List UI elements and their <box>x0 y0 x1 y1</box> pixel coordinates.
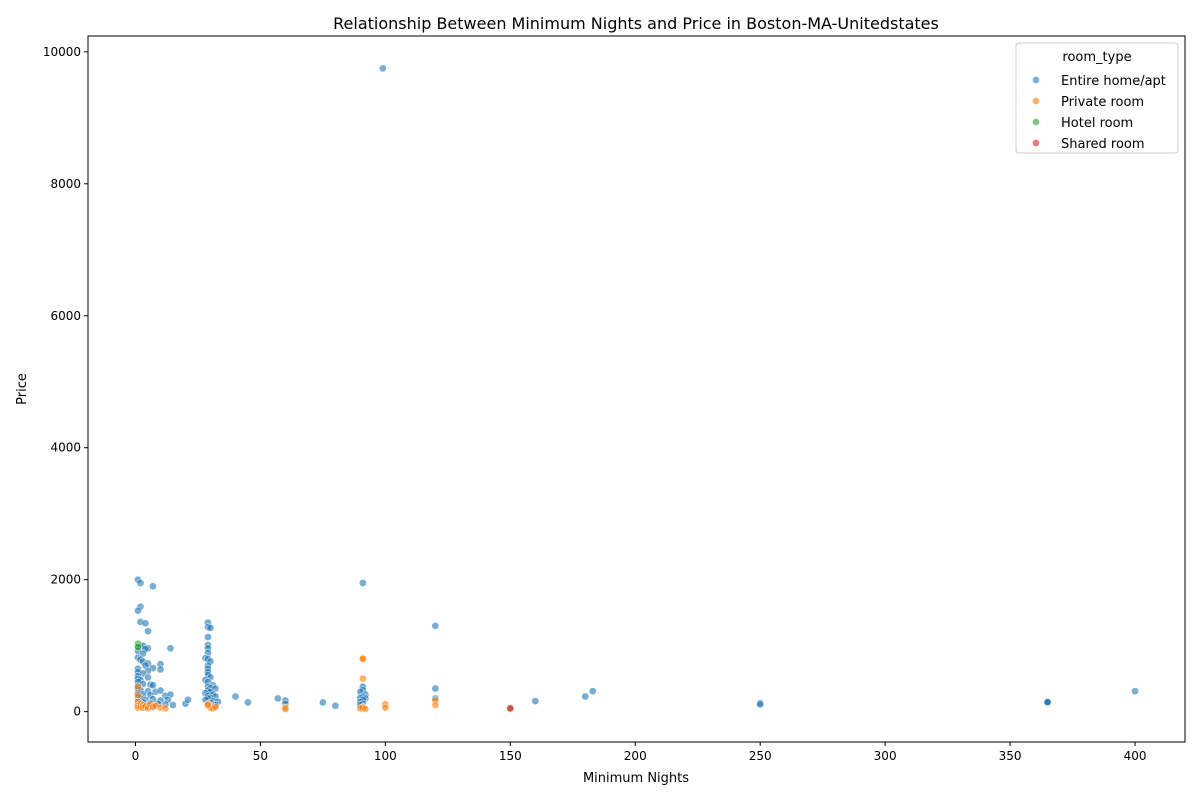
legend-box <box>1015 42 1179 154</box>
data-point <box>211 703 220 711</box>
data-point <box>141 619 150 628</box>
series-shared-room <box>506 704 515 713</box>
data-point <box>134 643 142 651</box>
data-point <box>156 686 165 695</box>
data-point <box>431 684 440 693</box>
data-point <box>134 691 142 700</box>
x-tick-label: 50 <box>253 749 268 763</box>
x-tick-label: 100 <box>374 749 397 763</box>
data-point <box>166 644 175 653</box>
data-point <box>144 673 152 682</box>
legend-label: Private room <box>1061 95 1144 110</box>
data-point <box>531 697 540 705</box>
series-private-room <box>134 654 515 713</box>
data-point <box>379 64 387 73</box>
x-tick-label: 250 <box>749 749 772 763</box>
data-point <box>361 705 370 713</box>
legend-entries: Entire home/apt Private room Hotel room Sha… <box>1032 74 1166 152</box>
data-point <box>506 704 515 713</box>
series-entire-home-apt <box>134 64 1139 712</box>
x-tick-label: 300 <box>874 749 897 763</box>
x-tick-label: 400 <box>1124 749 1147 763</box>
y-tick-label: 4000 <box>50 441 81 455</box>
x-tick-label: 0 <box>132 749 140 763</box>
data-point <box>231 692 240 701</box>
data-point <box>144 627 152 636</box>
data-point <box>1043 698 1052 706</box>
data-point <box>161 704 170 713</box>
legend-label: Entire home/apt <box>1061 74 1166 89</box>
data-point <box>359 579 367 587</box>
legend-title: room_type <box>1062 50 1131 65</box>
data-point <box>204 701 212 709</box>
legend-label: Hotel room <box>1061 116 1133 131</box>
data-point <box>381 703 390 712</box>
data-point <box>244 698 252 707</box>
data-point <box>431 622 440 630</box>
data-point <box>136 579 145 587</box>
data-point <box>359 674 367 683</box>
y-tick-label: 6000 <box>50 309 81 323</box>
legend-marker <box>1032 118 1040 126</box>
legend-marker <box>1032 97 1040 105</box>
data-point <box>184 695 192 704</box>
data-point <box>756 700 765 709</box>
data-point <box>319 698 327 707</box>
x-tick-label: 150 <box>499 749 522 763</box>
data-point <box>359 655 367 663</box>
data-point <box>1131 687 1139 696</box>
data-point <box>581 692 590 701</box>
x-axis: 0 50 100 150 200 250 300 350 400 <box>132 742 1147 763</box>
legend: room_type Entire home/apt Private room Hot… <box>1015 42 1179 154</box>
series-hotel-room <box>134 639 142 651</box>
data-point <box>431 701 440 709</box>
data-point <box>169 701 177 709</box>
legend-marker <box>1032 139 1040 147</box>
data-point <box>331 701 340 710</box>
x-tick-label: 350 <box>999 749 1022 763</box>
data-point <box>274 694 282 703</box>
y-tick-label: 8000 <box>50 177 81 191</box>
chart-title: Relationship Between Minimum Nights and … <box>333 14 939 33</box>
data-point <box>149 681 157 690</box>
y-tick-label: 2000 <box>50 573 81 587</box>
data-point <box>206 624 215 632</box>
y-axis: 0 2000 4000 6000 8000 10000 <box>43 45 88 719</box>
x-tick-label: 200 <box>624 749 647 763</box>
legend-marker <box>1032 76 1040 84</box>
data-point <box>156 665 165 674</box>
data-point <box>134 606 142 615</box>
plot-area-frame <box>87 35 1186 743</box>
data-point <box>149 582 157 591</box>
legend-label: Shared room <box>1061 137 1145 152</box>
y-axis-title: Price <box>15 373 30 405</box>
data-point <box>204 633 212 641</box>
data-point <box>134 682 142 691</box>
y-tick-label: 0 <box>73 705 81 719</box>
y-tick-label: 10000 <box>43 45 81 59</box>
points-layer <box>134 64 1139 713</box>
x-axis-title: Minimum Nights <box>583 771 689 786</box>
data-point <box>588 687 597 696</box>
data-point <box>281 705 290 713</box>
